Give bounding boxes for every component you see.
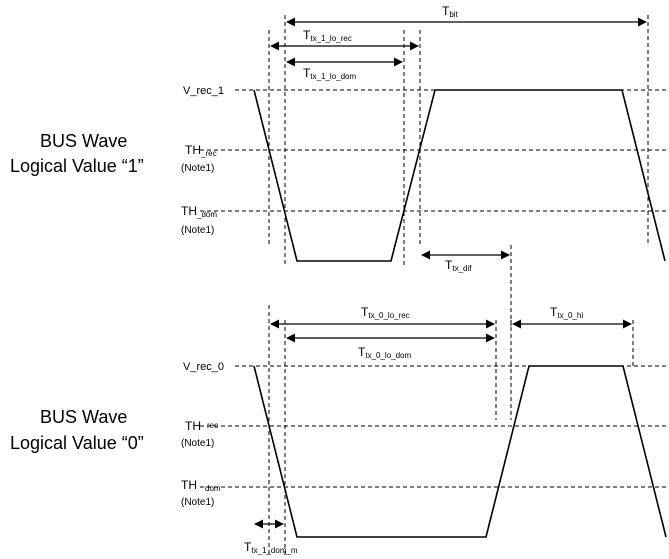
tx-0-lo-rec-label: Ttx_0_lo_rec	[361, 305, 410, 320]
th-dom-1-label: TH_dom	[181, 204, 217, 219]
th-rec-1-label: TH_rec	[185, 143, 217, 158]
bus-wave-0-title-line1: BUS Wave	[40, 407, 127, 427]
th-dom-0-label: TH dom	[181, 478, 221, 493]
bus-waveform-0	[253, 365, 667, 538]
v-rec-0-label: V_rec_0	[183, 361, 224, 373]
th-rec-1-note: (Note1)	[181, 163, 214, 174]
bus-wave-1-title-line2: Logical Value “1”	[10, 156, 144, 176]
th-rec-0-label: TH rec	[185, 419, 218, 433]
v-rec-1-label: V_rec_1	[183, 85, 224, 97]
tx-1-lo-rec-label: Ttx_1_lo_rec	[303, 28, 352, 43]
bus-waveform-1	[253, 89, 666, 262]
bus-wave-0-title-line2: Logical Value “0”	[10, 433, 144, 453]
tx-1-dom-m-label: Ttx_1_dom_m	[244, 540, 298, 555]
tbit-label: Tbit	[442, 4, 459, 19]
tx-dif-label: Ttx_dif	[445, 258, 472, 273]
th-dom-1-note: (Note1)	[181, 225, 214, 236]
tx-1-lo-dom-label: Ttx_1_lo_dom	[303, 66, 356, 81]
th-dom-0-note: (Note1)	[181, 497, 214, 508]
bus-wave-1-title-line1: BUS Wave	[40, 131, 127, 151]
tx-0-lo-dom-label: Ttx_0_lo_dom	[358, 345, 411, 360]
tx-0-hi-label: Ttx_0_hi	[550, 305, 583, 320]
th-rec-0-note: (Note1)	[181, 438, 214, 449]
